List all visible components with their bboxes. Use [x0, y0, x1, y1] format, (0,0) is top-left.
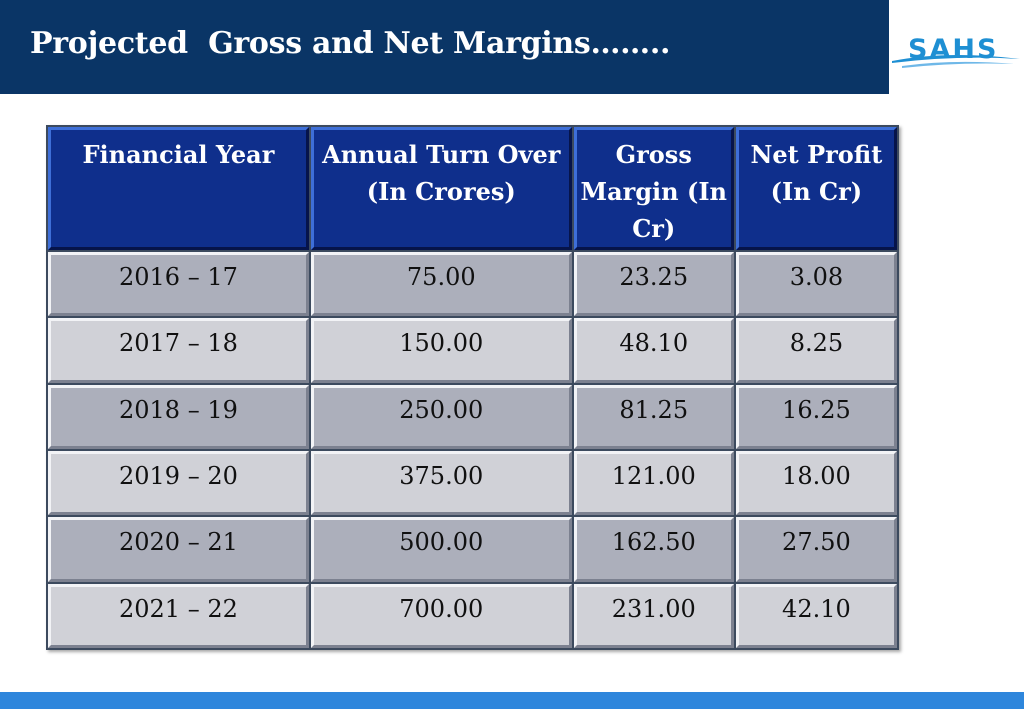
table-row: 2021 – 22 700.00 231.00 42.10 — [48, 583, 897, 648]
cell-net-profit: 18.00 — [735, 450, 897, 516]
header-annual-turnover: Annual Turn Over (In Crores) — [310, 127, 572, 250]
header-net-profit: Net Profit (In Cr) — [735, 127, 897, 250]
slide-title: Projected Gross and Net Margins…….. — [30, 26, 671, 61]
table-row: 2019 – 20 375.00 121.00 18.00 — [48, 450, 897, 516]
bottom-accent-bar — [0, 692, 1024, 709]
logo-text: SAHS — [908, 34, 999, 65]
table-header-row: Financial Year Annual Turn Over (In Cror… — [48, 127, 897, 250]
cell-annual-turnover: 75.00 — [310, 252, 572, 317]
margins-table-container: Financial Year Annual Turn Over (In Cror… — [46, 125, 899, 650]
cell-financial-year: 2018 – 19 — [48, 384, 309, 449]
cell-gross-margin: 231.00 — [573, 583, 734, 648]
cell-gross-margin: 23.25 — [573, 252, 734, 317]
margins-table: Financial Year Annual Turn Over (In Cror… — [46, 125, 899, 650]
cell-gross-margin: 48.10 — [573, 318, 734, 383]
company-logo: SAHS — [888, 28, 1024, 78]
table-row: 2016 – 17 75.00 23.25 3.08 — [48, 252, 897, 317]
cell-net-profit: 8.25 — [735, 318, 897, 383]
cell-net-profit: 27.50 — [735, 517, 897, 582]
cell-net-profit: 3.08 — [735, 252, 897, 317]
cell-gross-margin: 81.25 — [573, 384, 734, 449]
cell-financial-year: 2020 – 21 — [48, 517, 309, 582]
header-financial-year: Financial Year — [48, 127, 309, 250]
cell-financial-year: 2017 – 18 — [48, 318, 309, 383]
cell-net-profit: 42.10 — [735, 583, 897, 648]
cell-gross-margin: 121.00 — [573, 450, 734, 516]
table-row: 2020 – 21 500.00 162.50 27.50 — [48, 517, 897, 582]
header-gross-margin: Gross Margin (In Cr) — [573, 127, 734, 250]
cell-annual-turnover: 700.00 — [310, 583, 572, 648]
logo-swoosh-icon — [892, 54, 1020, 68]
cell-gross-margin: 162.50 — [573, 517, 734, 582]
cell-annual-turnover: 250.00 — [310, 384, 572, 449]
cell-financial-year: 2019 – 20 — [48, 450, 309, 516]
cell-annual-turnover: 500.00 — [310, 517, 572, 582]
title-bar: Projected Gross and Net Margins…….. — [0, 0, 889, 94]
cell-financial-year: 2016 – 17 — [48, 252, 309, 317]
cell-annual-turnover: 150.00 — [310, 318, 572, 383]
cell-annual-turnover: 375.00 — [310, 450, 572, 516]
cell-net-profit: 16.25 — [735, 384, 897, 449]
cell-financial-year: 2021 – 22 — [48, 583, 309, 648]
table-row: 2017 – 18 150.00 48.10 8.25 — [48, 318, 897, 383]
table-row: 2018 – 19 250.00 81.25 16.25 — [48, 384, 897, 449]
